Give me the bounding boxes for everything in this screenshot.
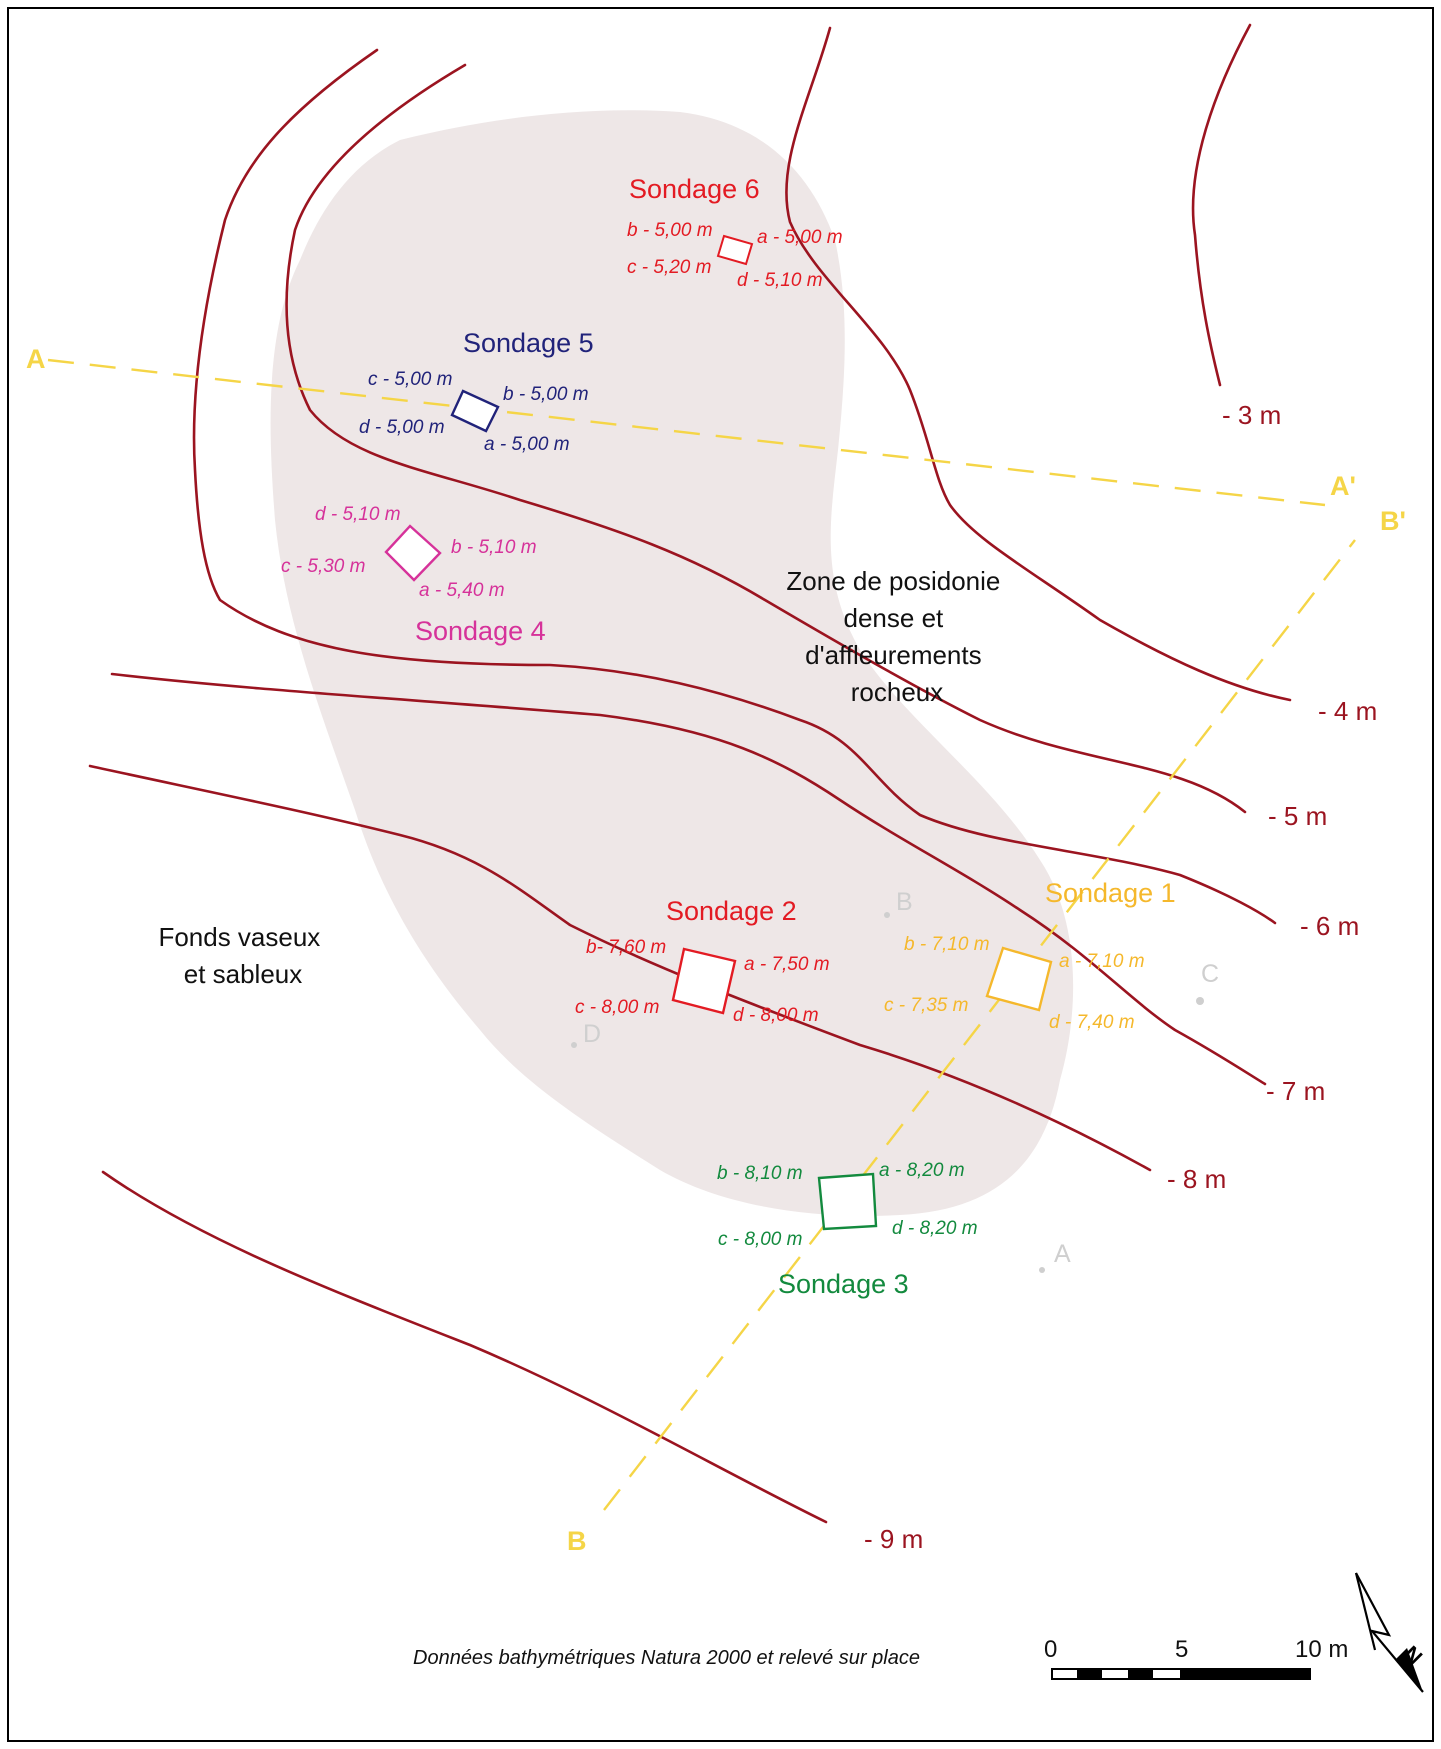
reference-point-c-label: C [1201,960,1219,988]
sondage-1-corner-a: a - 7,10 m [1059,951,1145,972]
sondage-5: Sondage 5 a - 5,00 m b - 5,00 m c - 5,00… [359,328,594,455]
muddy-sandy-bottom-label: Fonds vaseux et sableux [158,922,327,989]
sondage-2-title: Sondage 2 [666,896,797,926]
sondage-1-corner-b: b - 7,10 m [904,934,990,955]
sondage-3-square [817,1172,878,1231]
sondage-5-title: Sondage 5 [463,328,594,358]
sondage-4-square [384,524,442,582]
reference-point-c [1196,997,1204,1005]
scale-bar-segment [1128,1669,1153,1679]
reference-point-b [884,912,890,918]
sondage-6-corner-a: a - 5,00 m [757,227,843,248]
scale-label-zero: 0 [1044,1636,1057,1663]
sondage-2: Sondage 2 a - 7,50 m b- 7,60 m c - 8,00 … [575,896,830,1026]
contour-lines [88,23,1292,1524]
sondage-3: Sondage 3 a - 8,20 m b - 8,10 m c - 8,00… [717,1160,978,1299]
depth-label-6m: - 6 m [1300,911,1359,941]
sondage-1-corner-d: d - 7,40 m [1049,1012,1135,1033]
sondage-2-corner-b: b- 7,60 m [586,937,666,958]
scale-label-mid: 5 [1175,1636,1188,1663]
profile-line-a [47,358,1326,507]
reference-points: A B C D [571,888,1219,1273]
sondage-6-title: Sondage 6 [629,174,760,204]
sondage-4-corner-c: c - 5,30 m [281,556,365,577]
posidonia-zone-label: Zone de posidonie dense et d'affleuremen… [786,566,1007,707]
depth-label-7m: - 7 m [1266,1076,1325,1106]
contour-3m [1191,23,1252,387]
profile-a-start-label: A [26,344,46,374]
sondage-6-corner-b: b - 5,00 m [627,220,713,241]
sondage-6-corner-c: c - 5,20 m [627,257,711,278]
sondage-2-corner-d: d - 8,00 m [733,1005,819,1026]
sondage-2-corner-c: c - 8,00 m [575,997,659,1018]
depth-labels: - 3 m - 4 m - 5 m - 6 m - 7 m - 8 m - 9 … [864,400,1377,1554]
sondage-1-square [985,946,1053,1012]
depth-label-4m: - 4 m [1318,696,1377,726]
contour-7m [110,672,1267,1086]
depth-label-5m: - 5 m [1268,801,1327,831]
sondage-4-corner-d: d - 5,10 m [315,504,401,525]
reference-point-b-label: B [896,888,913,916]
north-arrow-outline [1354,1572,1377,1651]
scale-bar-segment [1180,1669,1310,1679]
depth-label-8m: - 8 m [1167,1164,1226,1194]
sondage-4-title: Sondage 4 [415,616,546,646]
sondage-1-title: Sondage 1 [1045,878,1176,908]
reference-point-d [571,1042,577,1048]
sondage-5-corner-d: d - 5,00 m [359,417,445,438]
sondage-4-corner-b: b - 5,10 m [451,537,537,558]
sondage-6-square [716,234,754,266]
reference-point-d-label: D [583,1020,601,1048]
contour-9m [101,1170,828,1524]
depth-label-9m: - 9 m [864,1524,923,1554]
sondage-3-corner-b: b - 8,10 m [717,1163,803,1184]
profile-b-end-label: B' [1380,506,1406,536]
contour-6m [192,48,1277,925]
sondage-4-corner-a: a - 5,40 m [419,580,505,601]
contour-5m [285,63,1247,814]
sondage-4: Sondage 4 a - 5,40 m b - 5,10 m c - 5,30… [281,504,546,646]
profile-a-end-label: A' [1330,471,1356,501]
reference-point-a-label: A [1054,1240,1071,1268]
sondage-5-corner-b: b - 5,00 m [503,384,589,405]
sondage-2-square [671,947,737,1015]
posidonia-zone-area [270,110,1074,1216]
sondage-1: Sondage 1 a - 7,10 m b - 7,10 m c - 7,35… [884,878,1176,1033]
sondage-2-corner-a: a - 7,50 m [744,954,830,975]
sondage-6: Sondage 6 a - 5,00 m b - 5,00 m c - 5,20… [627,174,843,291]
profile-b-start-label: B [567,1526,587,1556]
sondage-3-title: Sondage 3 [778,1269,909,1299]
sondage-5-corner-a: a - 5,00 m [484,434,570,455]
depth-label-3m: - 3 m [1222,400,1281,430]
sondage-1-corner-c: c - 7,35 m [884,995,968,1016]
sondage-3-corner-d: d - 8,20 m [892,1218,978,1239]
sondage-5-corner-c: c - 5,00 m [368,369,452,390]
scale-label-max: 10 m [1295,1636,1348,1663]
sondage-3-corner-a: a - 8,20 m [879,1160,965,1181]
sondage-5-square [450,389,500,433]
scale-bar-segment [1077,1669,1102,1679]
data-source-note: Données bathymétriques Natura 2000 et re… [413,1647,920,1669]
profile-line-b [603,539,1356,1511]
contour-4m [785,26,1292,702]
sondage-6-corner-d: d - 5,10 m [737,270,823,291]
contour-8m [88,764,1152,1172]
reference-point-a [1039,1267,1045,1273]
north-arrow-head [1395,1648,1423,1692]
scale-bar: 0 5 10 m [1044,1636,1348,1680]
sondage-3-corner-c: c - 8,00 m [718,1229,802,1250]
